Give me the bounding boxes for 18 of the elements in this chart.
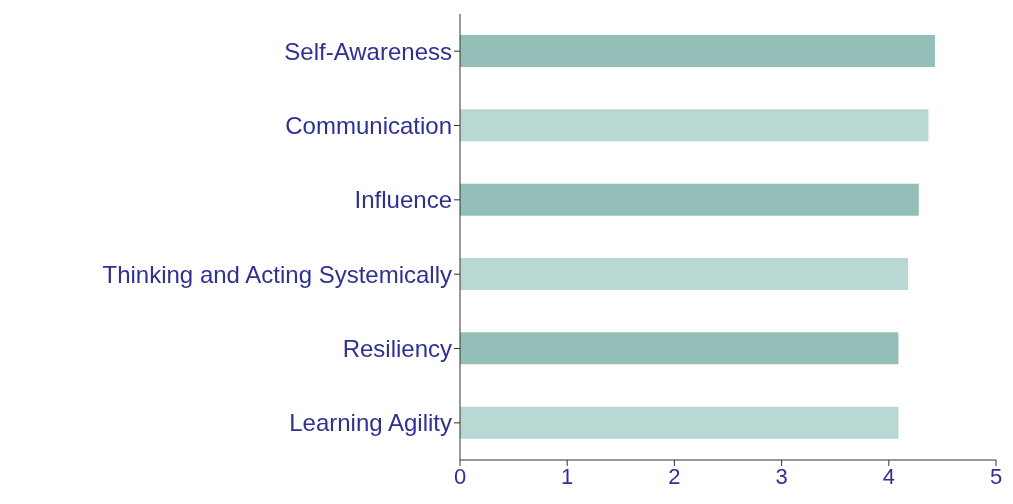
x-tick-label: 2 xyxy=(668,463,681,489)
x-tick-label: 5 xyxy=(989,463,1003,489)
x-tick-label: 4 xyxy=(882,463,895,489)
y-tick-label: Influence xyxy=(354,186,452,214)
y-tick-label: Self-Awareness xyxy=(284,37,452,65)
bar xyxy=(460,109,929,142)
x-tick-label: 0 xyxy=(453,463,467,489)
bar xyxy=(460,332,899,365)
bar xyxy=(460,35,935,67)
y-tick-label: Thinking and Acting Systemically xyxy=(102,260,452,288)
y-tick-label: Communication xyxy=(285,112,452,140)
bar xyxy=(460,258,909,290)
x-tick-label: 1 xyxy=(561,463,574,489)
y-tick-label: Learning Agility xyxy=(289,409,452,437)
bar xyxy=(460,183,919,216)
y-tick-label: Resiliency xyxy=(342,335,452,363)
x-tick-label: 3 xyxy=(775,463,788,489)
bar xyxy=(460,406,899,439)
